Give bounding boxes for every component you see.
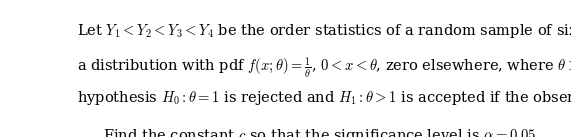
- Text: a distribution with pdf $f(x;\theta) = \frac{1}{\theta}$, $0 < x < \theta$, zero: a distribution with pdf $f(x;\theta) = \…: [77, 55, 571, 80]
- Text: Find the constant $c$ so that the significance level is $\alpha = 0.05$.: Find the constant $c$ so that the signif…: [103, 127, 541, 137]
- Text: Let $Y_1 < Y_2 < Y_3 < Y_4$ be the order statistics of a random sample of size $: Let $Y_1 < Y_2 < Y_3 < Y_4$ be the order…: [77, 22, 571, 40]
- Text: hypothesis $H_0 : \theta = 1$ is rejected and $H_1 : \theta > 1$ is accepted if : hypothesis $H_0 : \theta = 1$ is rejecte…: [77, 89, 571, 107]
